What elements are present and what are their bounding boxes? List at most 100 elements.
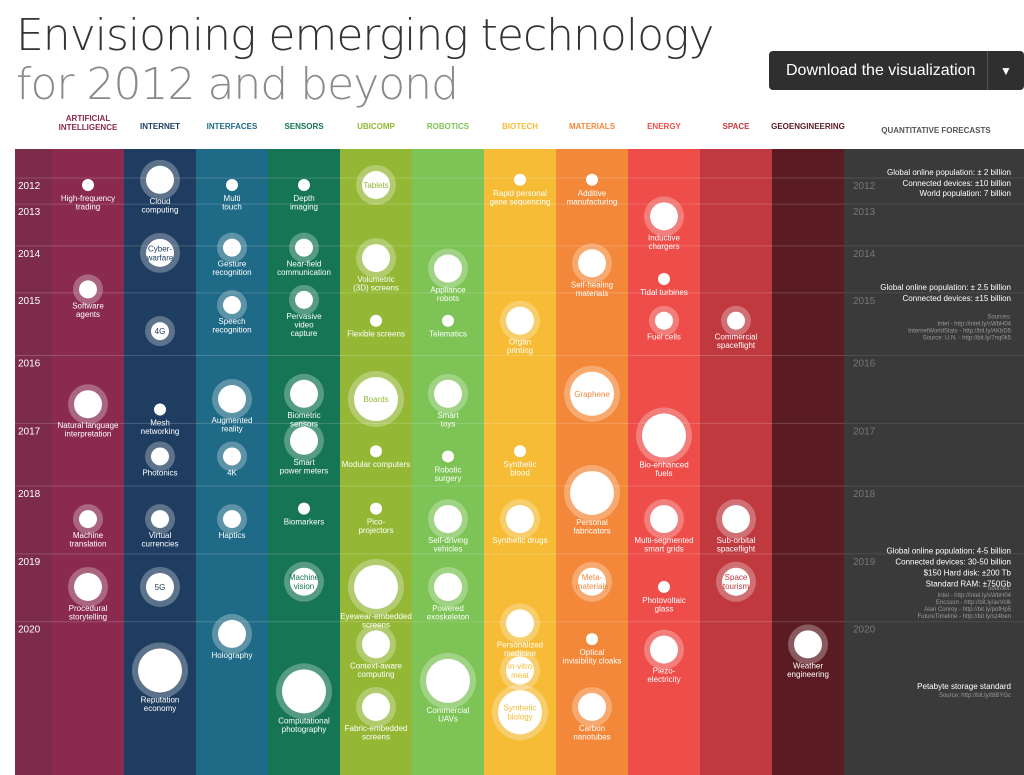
technology-node-multi-segmented-smart-grids[interactable] <box>650 505 678 534</box>
category-label-materials: MATERIALS <box>569 122 616 131</box>
technology-node-flexible-screens[interactable] <box>370 314 382 327</box>
technology-node-depth-imaging[interactable] <box>298 179 310 191</box>
technology-node-photonics[interactable] <box>151 447 169 466</box>
technology-node-fabric-embedded-screens[interactable] <box>362 693 390 721</box>
chevron-down-icon[interactable]: ▼ <box>1000 64 1012 78</box>
technology-node-biomarkers[interactable] <box>298 502 310 515</box>
technology-label-optical-invisibility-cloaks: Optical <box>580 648 605 657</box>
technology-node-personal-fabricators[interactable] <box>570 470 614 515</box>
technology-node-inductive-chargers[interactable] <box>650 202 678 231</box>
technology-node-telematics[interactable] <box>442 314 454 327</box>
technology-node-space-tourism[interactable] <box>722 567 750 596</box>
technology-node-commercial-spaceflight[interactable] <box>727 311 745 330</box>
technology-node-fuel-cells[interactable] <box>655 311 673 330</box>
technology-node-organ-printing[interactable] <box>506 306 534 335</box>
technology-node-volumetric-3d-screens[interactable] <box>362 244 390 273</box>
technology-node-smart-toys[interactable] <box>434 379 462 408</box>
technology-node-mesh-networking[interactable] <box>154 403 166 416</box>
technology-label-smart-power-meters: power meters <box>280 466 328 475</box>
technology-node-commercial-uavs[interactable] <box>426 658 470 703</box>
technology-node-bio-enhanced-fuels[interactable] <box>642 413 686 458</box>
technology-node-4k[interactable] <box>223 447 241 466</box>
technology-node-computational-photography[interactable] <box>282 669 326 714</box>
technology-node-natural-language-interpretation[interactable] <box>74 390 102 419</box>
technology-node-synthetic-biology[interactable] <box>498 690 542 735</box>
technology-label-self-healing-materials: Self-healing <box>571 280 613 289</box>
technology-node-gesture-recognition[interactable] <box>223 238 241 257</box>
technology-node-tablets[interactable] <box>362 171 390 199</box>
technology-node-optical-invisibility-cloaks[interactable] <box>586 633 598 646</box>
technology-node-sub-orbital-spaceflight[interactable] <box>722 505 750 534</box>
technology-node-appliance-robots[interactable] <box>434 254 462 283</box>
technology-node-smart-power-meters[interactable] <box>290 426 318 455</box>
technology-node-synthetic-blood[interactable] <box>514 445 526 458</box>
technology-node-photovoltaic-glass[interactable] <box>658 580 670 593</box>
technology-node-weather-engineering[interactable] <box>794 630 822 659</box>
technology-node-powered-exoskeleton[interactable] <box>434 572 462 601</box>
page-title: Envisioning emerging technology <box>16 10 714 61</box>
technology-node-biometric-sensors[interactable] <box>290 379 318 408</box>
technology-node-synthetic-drugs[interactable] <box>506 505 534 534</box>
technology-node-speech-recognition[interactable] <box>223 296 241 315</box>
technology-node-additive-manufacturing[interactable] <box>586 173 598 186</box>
technology-label-virtual-currencies: Virtual <box>149 531 172 540</box>
technology-label-fabric-embedded-screens: screens <box>362 733 390 742</box>
technology-label-self-driving-vehicles: Self-driving <box>428 536 468 545</box>
technology-node-self-driving-vehicles[interactable] <box>434 505 462 534</box>
technology-label-mesh-networking: networking <box>141 427 180 436</box>
technology-node-multi-touch[interactable] <box>226 179 238 191</box>
technology-label-graphene: Graphene <box>574 390 610 399</box>
technology-node-eyewear-embedded-screens[interactable] <box>354 564 398 609</box>
forecast-year-label-2012: 2012 <box>853 181 876 192</box>
technology-node-cloud-computing[interactable] <box>146 165 174 194</box>
technology-node-software-agents[interactable] <box>79 280 97 299</box>
column-geo <box>772 149 844 775</box>
technology-node-haptics[interactable] <box>223 510 241 529</box>
technology-node-boards[interactable] <box>354 377 398 422</box>
technology-node-4g[interactable] <box>151 322 169 341</box>
forecast-panel <box>844 149 1024 775</box>
technology-node-high-frequency-trading[interactable] <box>82 179 94 191</box>
technology-label-mesh-networking: Mesh <box>150 418 170 427</box>
technology-node-modular-computers[interactable] <box>370 445 382 458</box>
technology-label-carbon-nanotubes: Carbon <box>579 724 605 733</box>
download-visualization-button[interactable]: Download the visualization ▼ <box>769 51 1024 90</box>
technology-node-procedural-storytelling[interactable] <box>74 572 102 601</box>
technology-node-5g[interactable] <box>146 572 174 601</box>
technology-label-pico-projectors: projectors <box>358 526 393 535</box>
technology-node-machine-translation[interactable] <box>79 510 97 529</box>
technology-node-pico-projectors[interactable] <box>370 502 382 515</box>
technology-node-personalized-medicine[interactable] <box>506 609 534 638</box>
technology-node-near-field-communication[interactable] <box>295 238 313 257</box>
technology-label-context-aware-computing: Context-aware <box>350 661 403 670</box>
technology-node-rapid-personal-gene-sequencing[interactable] <box>514 173 526 186</box>
technology-node-machine-vision[interactable] <box>290 567 318 596</box>
technology-node-virtual-currencies[interactable] <box>151 510 169 529</box>
technology-node-cyber-warfare[interactable] <box>146 238 174 267</box>
technology-node-augmented-reality[interactable] <box>218 385 246 414</box>
technology-label-machine-vision: vision <box>294 582 314 591</box>
technology-node-context-aware-computing[interactable] <box>362 630 390 659</box>
technology-label-commercial-spaceflight: spaceflight <box>717 341 756 350</box>
technology-node-graphene[interactable] <box>570 371 614 416</box>
technology-node-pervasive-video-capture[interactable] <box>295 290 313 309</box>
technology-node-self-healing-materials[interactable] <box>578 249 606 278</box>
category-label-sensors: SENSORS <box>284 122 324 131</box>
technology-label-inductive-chargers: chargers <box>648 242 679 251</box>
column-materials <box>556 149 628 775</box>
technology-node-in-vitro-meat[interactable] <box>506 656 534 685</box>
technology-node-holography[interactable] <box>218 619 246 648</box>
forecast-text: Global online population: ± 2.5 billion <box>880 283 1011 292</box>
technology-node-piezo-electricity[interactable] <box>650 635 678 664</box>
technology-node-reputation-economy[interactable] <box>138 648 182 693</box>
forecast-text: Global online population: ± 2 billion <box>887 168 1011 177</box>
category-label-ai: ARTIFICIAL <box>66 114 111 123</box>
technology-node-robotic-surgery[interactable] <box>442 450 454 463</box>
technology-label-commercial-spaceflight: Commercial <box>715 333 758 342</box>
technology-label-photonics: Photonics <box>142 468 177 477</box>
technology-label-haptics: Haptics <box>219 531 246 540</box>
technology-node-carbon-nanotubes[interactable] <box>578 693 606 721</box>
technology-node-tidal-turbines[interactable] <box>658 272 670 285</box>
forecast-text: $150 Hard disk: ±200 Tb <box>924 568 1012 577</box>
technology-node-meta-materials[interactable] <box>578 567 606 596</box>
